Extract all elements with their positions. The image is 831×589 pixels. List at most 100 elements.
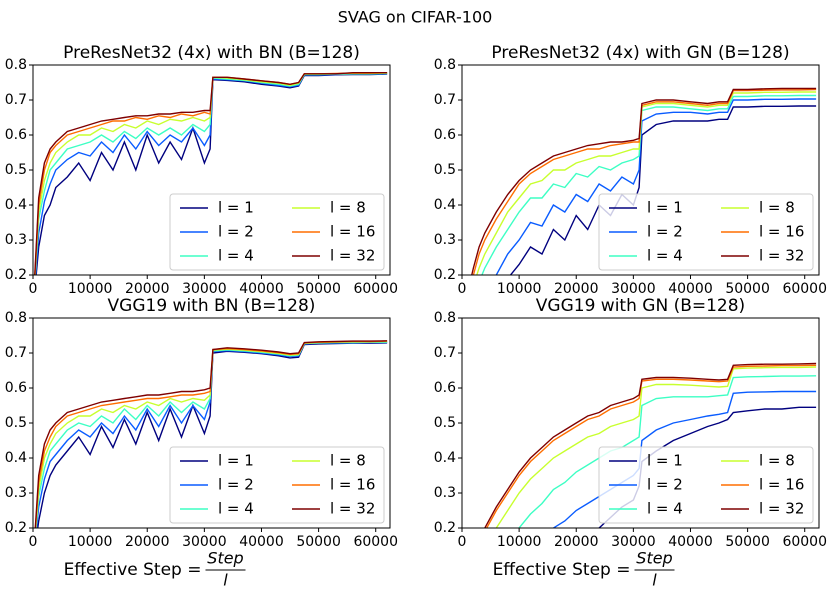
- x-tick-label: 20000: [125, 281, 170, 297]
- legend-box: [598, 446, 814, 524]
- legend-label: l = 8: [759, 199, 795, 217]
- legend-box: [169, 193, 385, 271]
- x-tick-label: 40000: [668, 534, 713, 550]
- series-line: [484, 362, 817, 528]
- y-tick-label: 0.4: [434, 450, 456, 466]
- y-tick-label: 0.6: [434, 380, 456, 396]
- legend-box: [598, 193, 814, 271]
- x-tick-label: 60000: [782, 534, 827, 550]
- legend-label: l = 2: [218, 476, 254, 494]
- x-tick-label: 30000: [182, 534, 227, 550]
- series-line: [34, 72, 388, 275]
- y-tick-label: 0.2: [434, 267, 456, 283]
- y-tick-label: 0.6: [5, 127, 27, 143]
- y-tick-label: 0.3: [434, 232, 456, 248]
- subplot: PreResNet32 (4x) with GN (B=128) 0.2 0.3 0.…: [434, 43, 827, 297]
- x-tick-label: 30000: [182, 281, 227, 297]
- legend-label: l = 4: [647, 247, 683, 265]
- x-tick-label: 60000: [782, 281, 827, 297]
- legend-label: l = 2: [218, 223, 254, 241]
- legend-label: l = 32: [330, 500, 375, 518]
- suptitle: SVAG on CIFAR-100: [338, 8, 493, 27]
- legend-label: l = 8: [330, 452, 366, 470]
- y-tick-label: 0.4: [434, 197, 456, 213]
- y-tick-label: 0.5: [434, 415, 456, 431]
- x-tick-label: 20000: [554, 281, 599, 297]
- y-tick-label: 0.7: [434, 345, 456, 361]
- y-tick-label: 0.3: [5, 232, 27, 248]
- y-tick-label: 0.5: [5, 162, 27, 178]
- y-tick-label: 0.8: [434, 310, 456, 326]
- x-axis-label-denominator: l: [223, 571, 228, 589]
- y-tick-label: 0.4: [5, 197, 27, 213]
- legend-label: l = 16: [330, 223, 375, 241]
- legend-label: l = 1: [647, 199, 683, 217]
- legend-label: l = 4: [218, 247, 254, 265]
- series-line: [34, 340, 388, 528]
- legend-label: l = 16: [759, 476, 804, 494]
- x-tick-label: 0: [458, 534, 467, 550]
- x-tick-label: 50000: [296, 534, 341, 550]
- x-tick-label: 30000: [611, 281, 656, 297]
- series-line: [481, 94, 817, 275]
- x-tick-label: 40000: [668, 281, 713, 297]
- legend-label: l = 1: [218, 199, 254, 217]
- x-axis-label-denominator: l: [652, 571, 657, 589]
- x-tick-label: 0: [29, 534, 38, 550]
- legend-label: l = 32: [330, 247, 375, 265]
- y-tick-label: 0.7: [434, 92, 456, 108]
- subplot: VGG19 with BN (B=128) 0.2 0.3 0.4 0.5 0.6 0.7 0…: [5, 296, 398, 589]
- y-tick-label: 0.2: [5, 520, 27, 536]
- x-tick-label: 40000: [239, 281, 284, 297]
- series-line: [495, 98, 817, 275]
- subplot-title: PreResNet32 (4x) with GN (B=128): [491, 43, 789, 63]
- legend-label: l = 2: [647, 476, 683, 494]
- x-tick-label: 50000: [296, 281, 341, 297]
- y-tick-label: 0.5: [5, 415, 27, 431]
- x-tick-label: 0: [458, 281, 467, 297]
- x-tick-label: 20000: [554, 534, 599, 550]
- x-tick-label: 0: [29, 281, 38, 297]
- x-tick-label: 40000: [239, 534, 284, 550]
- legend-label: l = 32: [759, 500, 804, 518]
- x-tick-label: 10000: [497, 281, 542, 297]
- y-tick-label: 0.3: [5, 485, 27, 501]
- x-axis-label-numerator: Step: [636, 549, 672, 568]
- y-tick-label: 0.4: [5, 450, 27, 466]
- legend-label: l = 16: [330, 476, 375, 494]
- subplot: PreResNet32 (4x) with BN (B=128) 0.2 0.3 0.…: [5, 43, 398, 297]
- x-tick-label: 10000: [68, 281, 113, 297]
- legend-label: l = 1: [647, 452, 683, 470]
- legend-label: l = 1: [218, 452, 254, 470]
- series-line: [471, 87, 817, 275]
- y-tick-label: 0.2: [434, 520, 456, 536]
- y-tick-label: 0.7: [5, 345, 27, 361]
- legend-label: l = 4: [647, 500, 683, 518]
- legend-box: [169, 446, 385, 524]
- y-tick-label: 0.7: [5, 92, 27, 108]
- y-tick-label: 0.8: [5, 57, 27, 73]
- y-tick-label: 0.6: [434, 127, 456, 143]
- subplot-title: PreResNet32 (4x) with BN (B=128): [63, 43, 360, 63]
- y-tick-label: 0.3: [434, 485, 456, 501]
- x-axis-label: Effective Step =: [493, 560, 631, 580]
- x-tick-label: 60000: [353, 281, 398, 297]
- legend-label: l = 32: [759, 247, 804, 265]
- legend-label: l = 8: [759, 452, 795, 470]
- x-tick-label: 30000: [611, 534, 656, 550]
- legend-label: l = 2: [647, 223, 683, 241]
- y-tick-label: 0.2: [5, 267, 27, 283]
- y-tick-label: 0.6: [5, 380, 27, 396]
- legend-label: l = 4: [218, 500, 254, 518]
- subplot-title: VGG19 with BN (B=128): [108, 296, 316, 316]
- subplot: VGG19 with GN (B=128) 0.2 0.3 0.4 0.5 0.6 0.7 0…: [434, 296, 827, 589]
- x-tick-label: 10000: [68, 534, 113, 550]
- series-line: [476, 91, 817, 275]
- x-tick-label: 20000: [125, 534, 170, 550]
- x-tick-label: 50000: [725, 534, 770, 550]
- y-tick-label: 0.8: [5, 310, 27, 326]
- subplot-title: VGG19 with GN (B=128): [536, 296, 745, 316]
- series-line: [495, 366, 817, 528]
- x-axis-label: Effective Step =: [64, 560, 202, 580]
- x-tick-label: 10000: [497, 534, 542, 550]
